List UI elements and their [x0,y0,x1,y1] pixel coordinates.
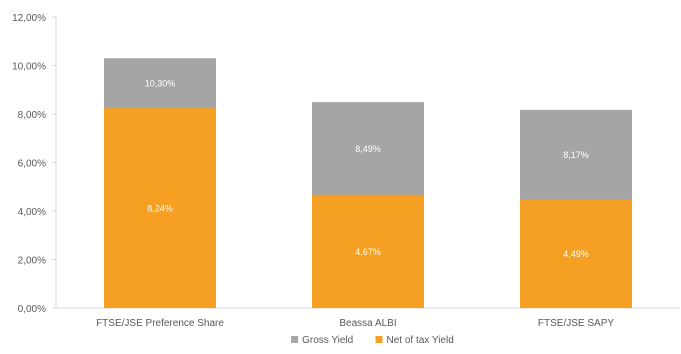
data-label-gross-yield: 8,49% [355,144,381,154]
legend: Gross Yield Net of tax Yield [291,335,454,346]
bar-net-of-tax-yield [104,108,216,309]
x-tick-label: Beassa ALBI [339,318,396,329]
x-tick-label: FTSE/JSE SAPY [538,318,614,329]
data-labels-layer: 10,30% 8,24% 8,49% 4,67% 8,17% 4,49% [145,79,589,259]
y-tick-label: 10,00% [12,62,46,73]
x-tick-label: FTSE/JSE Preference Share [96,318,224,329]
legend-swatch [375,336,383,343]
data-label-net-of-tax-yield: 8,24% [147,204,173,214]
legend-label: Gross Yield [302,335,353,346]
legend-label: Net of tax Yield [387,335,454,346]
y-tick-label: 0,00% [18,304,46,315]
data-label-gross-yield: 10,30% [145,79,176,89]
data-label-net-of-tax-yield: 4,67% [355,247,381,257]
y-tick-label: 8,00% [18,110,46,121]
data-label-gross-yield: 8,17% [563,150,589,160]
y-tick-label: 6,00% [18,159,46,170]
bars-layer [104,58,632,309]
y-tick-label: 4,00% [18,207,46,218]
y-tick-label: 2,00% [18,256,46,267]
legend-swatch [291,336,299,343]
bar-net-of-tax-yield [520,199,632,308]
y-tick-label: 12,00% [12,13,46,24]
data-label-net-of-tax-yield: 4,49% [563,249,589,259]
bar-net-of-tax-yield [312,194,424,308]
